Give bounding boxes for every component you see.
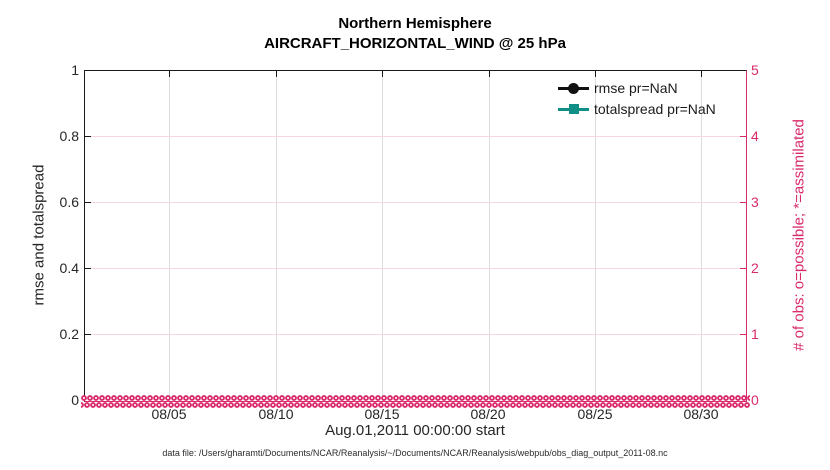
legend-label-totalspread: totalspread pr=NaN [594, 101, 716, 117]
x-tick-label: 08/10 [258, 406, 294, 422]
gridline-vertical [382, 71, 383, 401]
plot-area: rmse pr=NaN totalspread pr=NaN [81, 70, 750, 409]
y-right-tick-label: 2 [751, 260, 759, 276]
x-tick-label: 08/25 [577, 406, 613, 422]
chart-title-line2: AIRCRAFT_HORIZONTAL_WIND @ 25 hPa [264, 35, 566, 52]
gridline-horizontal [85, 268, 746, 269]
gridline-horizontal [85, 202, 746, 203]
x-tick-label: 08/20 [470, 406, 506, 422]
y-left-tick-label: 0 [71, 392, 79, 408]
gridline-vertical [701, 71, 702, 401]
x-axis-label: Aug.01,2011 00:00:00 start [325, 422, 505, 439]
y-left-tick-label: 0.6 [59, 194, 79, 210]
y-axis-label-left: rmse and totalspread [30, 164, 48, 306]
legend-label-rmse: rmse pr=NaN [594, 80, 678, 96]
y-right-tick-label: 4 [751, 128, 759, 144]
y-left-tick-label: 0.2 [59, 326, 79, 342]
y-right-tick-label: 3 [751, 194, 759, 210]
gridline-vertical [489, 71, 490, 401]
obs-zero-markers-band [81, 394, 750, 409]
y-left-tick-label: 1 [71, 62, 79, 78]
y-left-tick-label: 0.4 [59, 260, 79, 276]
y-right-tick-label: 5 [751, 62, 759, 78]
chart-title-line1: Northern Hemisphere [338, 15, 492, 32]
chart-title: Northern Hemisphere AIRCRAFT_HORIZONTAL_… [0, 14, 830, 54]
x-tick-label: 08/05 [151, 406, 187, 422]
y-axis-label-right: # of obs: o=possible; *=assimilated [790, 119, 808, 351]
totalspread-square-marker-icon [568, 104, 579, 114]
gridline-vertical [169, 71, 170, 401]
y-left-tick-label: 0.8 [59, 128, 79, 144]
y-right-tick-label: 0 [751, 392, 759, 408]
data-file-path: data file: /Users/gharamti/Documents/NCA… [162, 448, 668, 458]
x-tick-label: 08/15 [364, 406, 400, 422]
gridline-horizontal [85, 334, 746, 335]
gridline-vertical [595, 71, 596, 401]
rmse-circle-marker-icon [568, 82, 579, 94]
gridline-vertical [276, 71, 277, 401]
y-right-tick-label: 1 [751, 326, 759, 342]
x-tick-label: 08/30 [683, 406, 719, 422]
gridline-horizontal [85, 136, 746, 137]
